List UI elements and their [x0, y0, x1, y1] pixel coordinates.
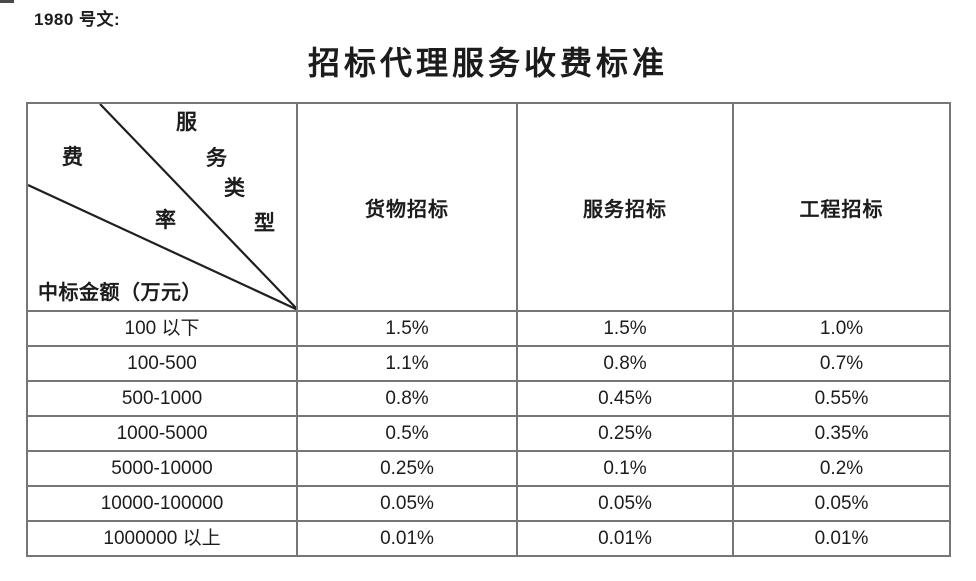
table-row: 100-500 1.1% 0.8% 0.7% — [26, 345, 951, 382]
corner-rate-char: 率 — [155, 208, 176, 232]
rate-cell: 0.01% — [516, 520, 734, 557]
fee-table-head: 服 务 类 型 费 率 中标金额（万元） 货物招标 服务招标 工程招标 — [26, 102, 951, 312]
table-row: 100 以下 1.5% 1.5% 1.0% — [26, 310, 951, 347]
page-title: 招标代理服务收费标准 — [307, 45, 668, 81]
rate-cell: 0.05% — [296, 485, 518, 522]
row-amount-range: 1000-5000 — [26, 415, 298, 452]
rate-cell: 0.01% — [296, 520, 518, 557]
rate-cell: 0.45% — [516, 380, 734, 417]
row-amount-range: 500-1000 — [26, 380, 298, 417]
corner-type-char: 服 — [176, 110, 197, 134]
rate-cell: 1.0% — [732, 310, 951, 347]
column-header-services: 服务招标 — [516, 102, 734, 312]
corner-amount-axis-label: 中标金额（万元） — [38, 282, 202, 304]
corner-rate-char: 费 — [62, 145, 83, 169]
rate-cell: 0.8% — [296, 380, 518, 417]
column-header-goods: 货物招标 — [296, 102, 518, 312]
rate-cell: 0.8% — [516, 345, 734, 382]
column-header-engineering: 工程招标 — [732, 102, 951, 312]
rate-cell: 0.25% — [516, 415, 734, 452]
row-amount-range: 10000-100000 — [26, 485, 298, 522]
rate-cell: 0.55% — [732, 380, 951, 417]
rate-cell: 0.05% — [732, 485, 951, 522]
rate-cell: 0.35% — [732, 415, 951, 452]
diagonal-divider-lines — [29, 105, 295, 309]
rate-cell: 1.5% — [516, 310, 734, 347]
table-row: 5000-10000 0.25% 0.1% 0.2% — [26, 450, 951, 487]
fee-table: 服 务 类 型 费 率 中标金额（万元） 货物招标 服务招标 工程招标 100 … — [26, 102, 951, 557]
table-row: 1000-5000 0.5% 0.25% 0.35% — [26, 415, 951, 452]
rate-cell: 0.1% — [516, 450, 734, 487]
row-amount-range: 100-500 — [26, 345, 298, 382]
row-amount-range: 5000-10000 — [26, 450, 298, 487]
header-row: 服 务 类 型 费 率 中标金额（万元） 货物招标 服务招标 工程招标 — [26, 102, 951, 312]
rate-cell: 0.05% — [516, 485, 734, 522]
rate-cell: 0.2% — [732, 450, 951, 487]
table-row: 500-1000 0.8% 0.45% 0.55% — [26, 380, 951, 417]
rate-cell: 1.5% — [296, 310, 518, 347]
rate-cell: 0.25% — [296, 450, 518, 487]
row-amount-range: 1000000 以上 — [26, 520, 298, 557]
corner-type-char: 务 — [206, 146, 227, 170]
table-row: 1000000 以上 0.01% 0.01% 0.01% — [26, 520, 951, 557]
fee-table-body: 100 以下 1.5% 1.5% 1.0% 100-500 1.1% 0.8% … — [26, 310, 951, 557]
scan-edge-artifact — [0, 0, 14, 3]
doc-ref-label: 1980 号文: — [34, 10, 121, 29]
corner-type-char: 类 — [224, 176, 245, 200]
table-row: 10000-100000 0.05% 0.05% 0.05% — [26, 485, 951, 522]
rate-cell: 0.5% — [296, 415, 518, 452]
row-amount-range: 100 以下 — [26, 310, 298, 347]
corner-cell: 服 务 类 型 费 率 中标金额（万元） — [26, 102, 298, 312]
rate-cell: 0.7% — [732, 345, 951, 382]
rate-cell: 0.01% — [732, 520, 951, 557]
rate-cell: 1.1% — [296, 345, 518, 382]
corner-type-char: 型 — [254, 211, 275, 235]
